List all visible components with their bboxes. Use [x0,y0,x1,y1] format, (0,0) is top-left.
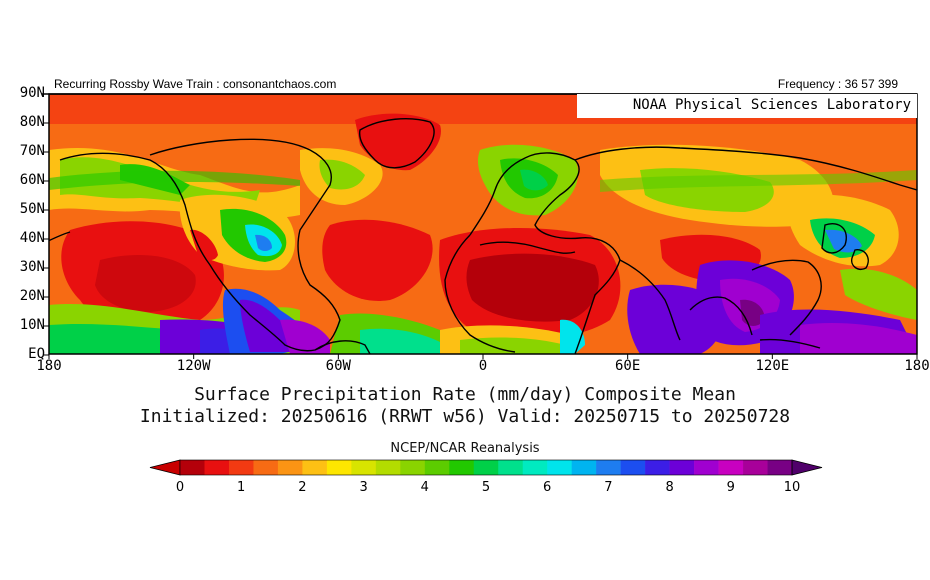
colorbar-swatch [351,460,377,475]
colorbar-swatch [228,460,254,475]
latitude-label: 20N [19,288,45,304]
colorbar-swatch [571,460,597,475]
colorbar-tick-label: 10 [783,480,801,495]
colorbar-swatch [277,460,303,475]
colorbar-swatch [473,460,499,475]
colorbar-swatch [498,460,524,475]
colorbar-swatch [180,460,205,475]
latitude-label: 50N [19,201,45,217]
colorbar-tick-label: 4 [420,480,429,495]
colorbar-tick-label: 3 [359,480,368,495]
noaa-badge: NOAA Physical Sciences Laboratory [577,94,917,118]
title-line-2: Initialized: 20250616 (RRWT w56) Valid: … [139,406,791,427]
colorbar-tick-label: 8 [665,480,674,495]
header-left-text: Recurring Rossby Wave Train : consonantc… [54,77,337,91]
colorbar [149,459,823,476]
colorbar-over-triangle [791,459,823,476]
colorbar-swatch [326,460,352,475]
colorbar-swatch [645,460,670,475]
latitude-label: 10N [19,317,45,333]
colorbar-tick-label: 7 [604,480,613,495]
source-label: NCEP/NCAR Reanalysis [390,441,540,456]
precip-field [49,94,917,354]
colorbar-swatch [620,460,646,475]
longitude-label: 180 [904,358,930,374]
colorbar-swatch [424,460,450,475]
colorbar-under-triangle [149,459,181,476]
colorbar-swatch [694,460,719,475]
colorbar-swatch [669,460,695,475]
longitude-label: 120W [176,358,211,374]
latitude-label: 60N [19,172,45,188]
latitude-label: 30N [19,259,45,275]
longitude-label: 60W [325,358,351,374]
colorbar-tick-label: 2 [298,480,307,495]
latitude-label: 40N [19,230,45,246]
colorbar-swatch [375,460,401,475]
title-line-1: Surface Precipitation Rate (mm/day) Comp… [194,384,736,405]
latitude-label: EQ [28,346,45,362]
colorbar-tick-label: 6 [543,480,552,495]
colorbar-swatch [767,460,793,475]
header-right-text: Frequency : 36 57 399 [777,77,898,91]
colorbar-swatch [718,460,744,475]
colorbar-swatch [204,460,230,475]
colorbar-swatch [547,460,572,475]
latitude-label: 90N [19,85,45,101]
colorbar-swatch [253,460,279,475]
colorbar-tick-label: 1 [237,480,246,495]
latitude-label: 70N [19,143,45,159]
colorbar-swatch [449,460,475,475]
colorbar-swatch [596,460,621,475]
colorbar-swatch [522,460,548,475]
colorbar-swatch [302,460,328,475]
longitude-label: 120E [755,358,790,374]
colorbar-tick-label: 9 [726,480,735,495]
coastlines [49,118,917,354]
longitude-label: 0 [478,358,488,374]
colorbar-swatch [743,460,768,475]
colorbar-frame [179,459,793,476]
colorbar-tick-label: 5 [481,480,491,495]
latitude-label: 80N [19,114,45,130]
colorbar-tick-label: 0 [175,480,185,495]
longitude-label: 180 [36,358,62,374]
longitude-label: 60E [615,358,641,374]
colorbar-swatch [400,460,426,475]
